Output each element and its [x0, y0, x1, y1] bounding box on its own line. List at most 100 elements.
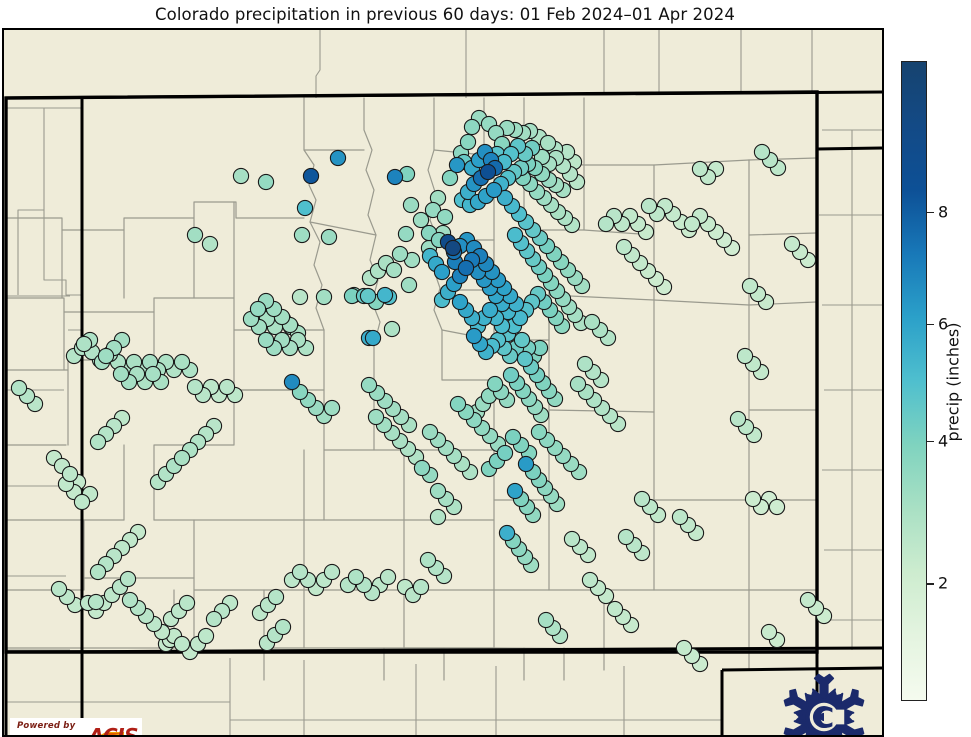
station-marker[interactable]: [173, 449, 191, 467]
colorado-precipitation-map[interactable]: [4, 30, 882, 735]
station-marker[interactable]: [397, 225, 415, 243]
station-marker[interactable]: [640, 197, 658, 215]
station-marker[interactable]: [506, 226, 524, 244]
station-marker[interactable]: [753, 143, 771, 161]
station-marker[interactable]: [517, 455, 535, 473]
station-marker[interactable]: [112, 365, 130, 383]
station-marker[interactable]: [530, 423, 548, 441]
station-marker[interactable]: [449, 395, 467, 413]
station-marker[interactable]: [496, 189, 514, 207]
station-marker[interactable]: [504, 428, 522, 446]
station-marker[interactable]: [451, 293, 469, 311]
station-marker[interactable]: [178, 594, 196, 612]
station-marker[interactable]: [615, 238, 633, 256]
station-marker[interactable]: [513, 331, 531, 349]
station-marker[interactable]: [633, 490, 651, 508]
station-marker[interactable]: [537, 611, 555, 629]
station-marker[interactable]: [436, 208, 454, 226]
station-marker[interactable]: [186, 226, 204, 244]
station-marker[interactable]: [413, 459, 431, 477]
station-marker[interactable]: [274, 618, 292, 636]
station-marker[interactable]: [10, 379, 28, 397]
station-marker[interactable]: [121, 591, 139, 609]
station-marker[interactable]: [296, 199, 314, 217]
station-marker[interactable]: [506, 482, 524, 500]
colorbar[interactable]: 8 6 4 2 precip (inches): [901, 61, 971, 703]
station-marker[interactable]: [320, 228, 338, 246]
station-marker[interactable]: [433, 263, 451, 281]
station-marker[interactable]: [232, 167, 250, 185]
station-marker[interactable]: [563, 530, 581, 548]
station-marker[interactable]: [283, 373, 301, 391]
station-marker[interactable]: [293, 226, 311, 244]
station-marker[interactable]: [783, 235, 801, 253]
station-marker[interactable]: [360, 376, 378, 394]
station-marker[interactable]: [741, 277, 759, 295]
station-marker[interactable]: [364, 329, 382, 347]
station-marker[interactable]: [465, 327, 483, 345]
station-marker[interactable]: [367, 408, 385, 426]
station-marker[interactable]: [424, 201, 442, 219]
station-marker[interactable]: [89, 563, 107, 581]
station-marker[interactable]: [617, 528, 635, 546]
station-marker[interactable]: [329, 149, 347, 167]
station-marker[interactable]: [479, 163, 497, 181]
station-marker[interactable]: [768, 498, 786, 516]
station-marker[interactable]: [173, 635, 191, 653]
station-marker[interactable]: [323, 399, 341, 417]
station-marker[interactable]: [197, 627, 215, 645]
station-marker[interactable]: [186, 378, 204, 396]
station-marker[interactable]: [97, 347, 115, 365]
station-marker[interactable]: [421, 423, 439, 441]
station-marker[interactable]: [87, 593, 105, 611]
station-marker[interactable]: [597, 215, 615, 233]
station-marker[interactable]: [463, 118, 481, 136]
station-marker[interactable]: [419, 551, 437, 569]
station-marker[interactable]: [683, 215, 701, 233]
station-marker[interactable]: [205, 610, 223, 628]
station-marker[interactable]: [173, 353, 191, 371]
station-marker[interactable]: [539, 134, 557, 152]
station-marker[interactable]: [119, 570, 137, 588]
station-marker[interactable]: [502, 366, 520, 384]
station-marker[interactable]: [383, 320, 401, 338]
station-marker[interactable]: [257, 331, 275, 349]
station-marker[interactable]: [498, 524, 516, 542]
station-marker[interactable]: [359, 287, 377, 305]
station-marker[interactable]: [429, 482, 447, 500]
station-marker[interactable]: [516, 350, 534, 368]
station-marker[interactable]: [486, 375, 504, 393]
station-marker[interactable]: [347, 568, 365, 586]
station-marker[interactable]: [691, 160, 709, 178]
station-marker[interactable]: [496, 444, 514, 462]
station-marker[interactable]: [744, 490, 762, 508]
station-marker[interactable]: [671, 508, 689, 526]
station-marker[interactable]: [402, 196, 420, 214]
station-marker[interactable]: [583, 313, 601, 331]
station-marker[interactable]: [441, 169, 459, 187]
map-frame[interactable]: Powered by ACIS Regional Climate Centers…: [2, 28, 884, 737]
station-marker[interactable]: [760, 623, 778, 641]
station-marker[interactable]: [315, 288, 333, 306]
station-marker[interactable]: [412, 578, 430, 596]
station-marker[interactable]: [302, 167, 320, 185]
station-marker[interactable]: [391, 245, 409, 263]
station-marker[interactable]: [429, 508, 447, 526]
station-marker[interactable]: [400, 276, 418, 294]
station-marker[interactable]: [257, 173, 275, 191]
station-marker[interactable]: [291, 563, 309, 581]
station-marker[interactable]: [412, 211, 430, 229]
station-marker[interactable]: [50, 580, 68, 598]
station-marker[interactable]: [448, 156, 466, 174]
station-marker[interactable]: [75, 335, 93, 353]
station-marker[interactable]: [218, 378, 236, 396]
station-marker[interactable]: [481, 301, 499, 319]
station-marker[interactable]: [144, 365, 162, 383]
station-marker[interactable]: [457, 259, 475, 277]
station-marker[interactable]: [569, 375, 587, 393]
station-marker[interactable]: [675, 639, 693, 657]
station-marker[interactable]: [485, 181, 503, 199]
station-marker[interactable]: [291, 288, 309, 306]
station-marker[interactable]: [267, 588, 285, 606]
station-marker[interactable]: [379, 568, 397, 586]
